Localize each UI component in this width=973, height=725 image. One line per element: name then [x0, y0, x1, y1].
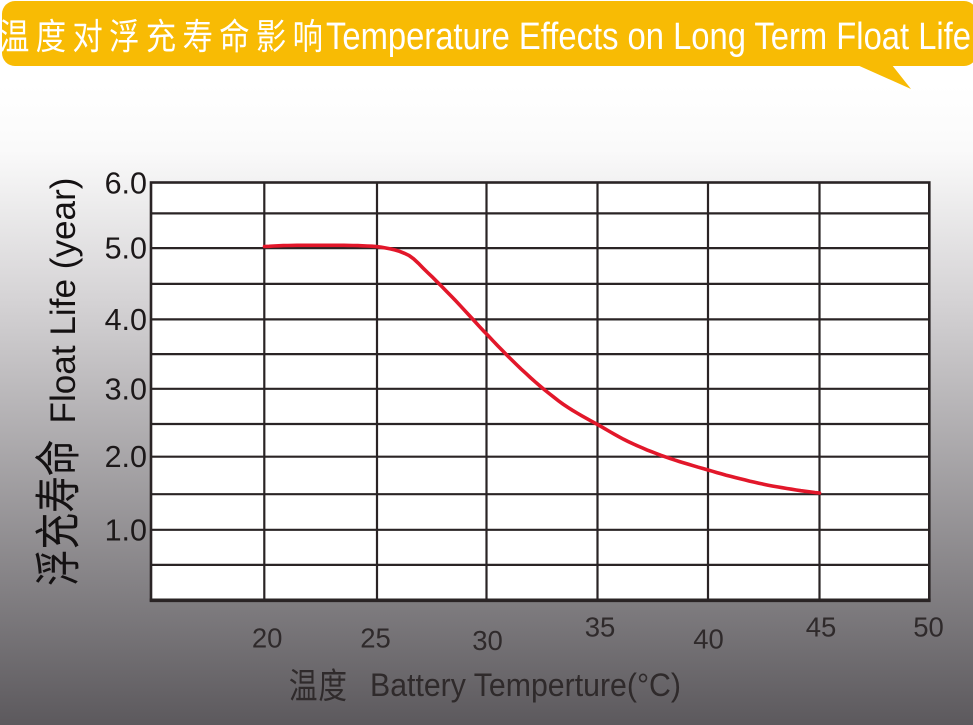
svg-text:30: 30 [472, 625, 503, 656]
svg-text:1.0: 1.0 [105, 513, 147, 547]
svg-text:5.0: 5.0 [105, 232, 147, 266]
svg-text:Battery Temperture(°C): Battery Temperture(°C) [370, 667, 681, 703]
svg-text:20: 20 [252, 623, 283, 654]
svg-text:45: 45 [806, 612, 837, 643]
svg-text:35: 35 [585, 612, 616, 643]
svg-text:3.0: 3.0 [105, 372, 147, 406]
svg-text:Temperature Effects on Long Te: Temperature Effects on Long Term Float L… [326, 16, 971, 58]
svg-text:4.0: 4.0 [105, 303, 147, 337]
svg-text:2.0: 2.0 [105, 440, 147, 474]
svg-text:50: 50 [913, 612, 944, 643]
svg-text:40: 40 [693, 624, 724, 655]
svg-text:Float Life (year): Float Life (year) [44, 178, 83, 424]
svg-text:6.0: 6.0 [105, 167, 147, 201]
svg-text:25: 25 [360, 623, 391, 654]
